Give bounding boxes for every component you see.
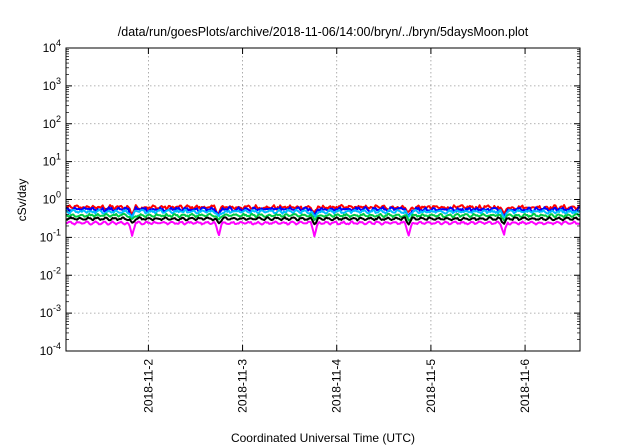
y-tick-label: 100 [43, 190, 61, 207]
x-tick-label: 2018-11-2 [141, 359, 155, 413]
x-tick-label: 2018-11-3 [236, 359, 250, 413]
y-tick-label: 104 [43, 38, 61, 55]
y-tick-label: 10-4 [40, 341, 61, 358]
series-line [65, 208, 581, 219]
y-tick-label: 10-1 [40, 227, 61, 244]
series-line [65, 206, 581, 219]
y-axis-label: cSv/day [15, 179, 29, 222]
chart-title: /data/run/goesPlots/archive/2018-11-06/1… [118, 25, 529, 39]
y-tick-label: 10-3 [40, 303, 61, 320]
x-tick-label: 2018-11-6 [518, 359, 532, 413]
y-tick-label: 101 [43, 152, 61, 169]
y-tick-label: 102 [43, 114, 61, 131]
series-line [65, 212, 580, 222]
series-layer [65, 203, 581, 238]
series-line [65, 220, 581, 238]
y-axis: 10-4 10-3 10-2 10-1 100 101 102 103 104 [40, 38, 580, 358]
x-axis: 2018-11-2 2018-11-3 2018-11-4 2018-11-5 2018… [141, 48, 532, 413]
y-tick-label: 103 [43, 76, 61, 93]
x-axis-label: Coordinated Universal Time (UTC) [231, 431, 415, 445]
x-tick-label: 2018-11-5 [424, 359, 438, 413]
x-tick-label: 2018-11-4 [330, 359, 344, 413]
series-line [65, 216, 581, 226]
grid [66, 48, 580, 351]
series-line [65, 203, 581, 216]
y-tick-label: 10-2 [40, 265, 61, 282]
